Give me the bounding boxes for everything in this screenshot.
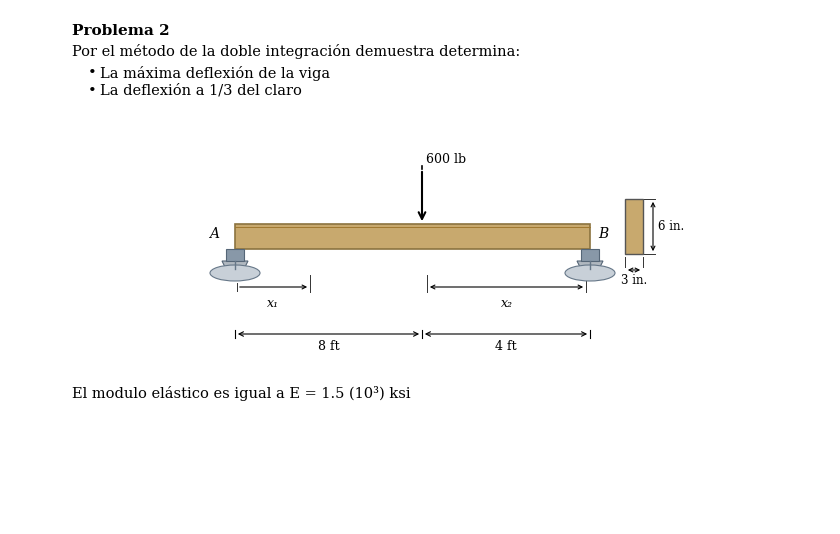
Text: x₂: x₂ [501,297,512,310]
FancyBboxPatch shape [235,224,590,249]
Text: 4 ft: 4 ft [496,340,517,353]
Text: •: • [88,84,97,98]
Polygon shape [222,261,248,269]
FancyBboxPatch shape [581,249,599,261]
Text: La máxima deflexión de la viga: La máxima deflexión de la viga [100,66,330,81]
Text: 6 in.: 6 in. [658,220,685,233]
FancyBboxPatch shape [625,199,643,254]
Polygon shape [577,261,603,269]
Text: A: A [209,227,219,241]
Text: El modulo elástico es igual a E = 1.5 (10³) ksi: El modulo elástico es igual a E = 1.5 (1… [72,386,411,401]
Text: •: • [88,66,97,80]
Ellipse shape [210,265,260,281]
Text: 3 in.: 3 in. [621,274,647,287]
Ellipse shape [565,265,615,281]
FancyBboxPatch shape [226,249,244,261]
Text: 8 ft: 8 ft [318,340,339,353]
Text: 600 lb: 600 lb [426,153,466,166]
Text: B: B [598,227,608,241]
Text: Problema 2: Problema 2 [72,24,170,38]
Text: La deflexión a 1/3 del claro: La deflexión a 1/3 del claro [100,84,302,98]
Text: Por el método de la doble integración demuestra determina:: Por el método de la doble integración de… [72,44,520,59]
Text: x₁: x₁ [266,297,279,310]
